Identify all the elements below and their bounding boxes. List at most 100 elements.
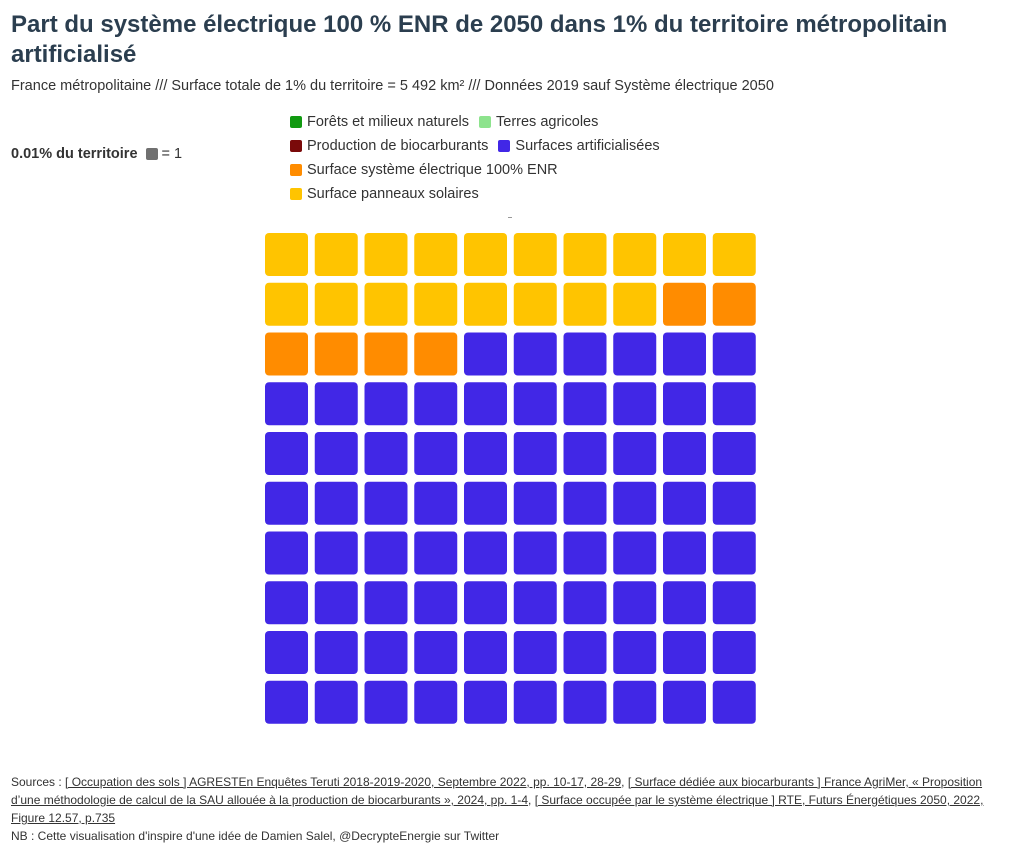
- waffle-cell[interactable]: Surfaces artificialisées: [663, 481, 706, 525]
- waffle-cell[interactable]: Surfaces artificialisées: [613, 382, 657, 426]
- waffle-cell[interactable]: Surfaces artificialisées: [265, 382, 308, 426]
- waffle-cell[interactable]: Surfaces artificialisées: [663, 581, 706, 625]
- waffle-cell[interactable]: Surface panneaux solaires: [265, 282, 308, 326]
- waffle-cell[interactable]: Surfaces artificialisées: [613, 680, 657, 724]
- waffle-cell[interactable]: Surfaces artificialisées: [464, 680, 507, 724]
- waffle-cell[interactable]: Surfaces artificialisées: [563, 680, 607, 724]
- waffle-cell[interactable]: Surfaces artificialisées: [712, 581, 756, 625]
- waffle-cell[interactable]: Surfaces artificialisées: [613, 581, 657, 625]
- waffle-cell[interactable]: Surfaces artificialisées: [563, 531, 607, 575]
- waffle-cell[interactable]: Surfaces artificialisées: [712, 531, 756, 575]
- waffle-cell[interactable]: Surfaces artificialisées: [314, 531, 358, 575]
- waffle-cell[interactable]: Surfaces artificialisées: [414, 531, 458, 575]
- waffle-cell[interactable]: Surfaces artificialisées: [414, 481, 458, 525]
- waffle-cell[interactable]: Surface système électrique 100% ENR: [414, 332, 458, 376]
- waffle-cell[interactable]: Surfaces artificialisées: [712, 631, 756, 674]
- legend-item-biocarburants[interactable]: Production de biocarburants: [290, 135, 488, 157]
- waffle-cell[interactable]: Surface système électrique 100% ENR: [314, 332, 358, 376]
- waffle-cell[interactable]: Surface panneaux solaires: [364, 282, 408, 326]
- legend-item-forets[interactable]: Forêts et milieux naturels: [290, 111, 469, 133]
- waffle-cell[interactable]: Surfaces artificialisées: [663, 680, 706, 724]
- waffle-cell[interactable]: Surfaces artificialisées: [563, 382, 607, 426]
- waffle-cell[interactable]: Surfaces artificialisées: [712, 382, 756, 426]
- waffle-cell[interactable]: Surfaces artificialisées: [513, 332, 557, 376]
- waffle-cell[interactable]: Surfaces artificialisées: [663, 631, 706, 674]
- waffle-cell[interactable]: Surfaces artificialisées: [513, 581, 557, 625]
- waffle-cell[interactable]: Surfaces artificialisées: [712, 332, 756, 376]
- waffle-cell[interactable]: Surfaces artificialisées: [364, 382, 408, 426]
- waffle-cell[interactable]: Surfaces artificialisées: [712, 680, 756, 724]
- waffle-cell[interactable]: Surfaces artificialisées: [464, 531, 507, 575]
- waffle-cell[interactable]: Surfaces artificialisées: [364, 581, 408, 625]
- waffle-cell[interactable]: Surfaces artificialisées: [464, 481, 507, 525]
- waffle-cell[interactable]: Surfaces artificialisées: [265, 432, 308, 475]
- waffle-cell[interactable]: Surface panneaux solaires: [563, 233, 607, 276]
- waffle-cell[interactable]: Surfaces artificialisées: [364, 631, 408, 674]
- waffle-cell[interactable]: Surfaces artificialisées: [613, 481, 657, 525]
- waffle-cell[interactable]: Surface système électrique 100% ENR: [663, 282, 706, 326]
- waffle-cell[interactable]: Surfaces artificialisées: [613, 332, 657, 376]
- waffle-cell[interactable]: Surfaces artificialisées: [265, 631, 308, 674]
- waffle-cell[interactable]: Surfaces artificialisées: [364, 531, 408, 575]
- waffle-cell[interactable]: Surface panneaux solaires: [414, 282, 458, 326]
- waffle-cell[interactable]: Surfaces artificialisées: [464, 581, 507, 625]
- waffle-cell[interactable]: Surfaces artificialisées: [663, 382, 706, 426]
- source-link-occupation-sols[interactable]: [ Occupation des sols ] AGRESTEn Enquête…: [65, 775, 622, 789]
- waffle-cell[interactable]: Surfaces artificialisées: [563, 631, 607, 674]
- waffle-cell[interactable]: Surface panneaux solaires: [464, 282, 507, 326]
- waffle-cell[interactable]: Surface panneaux solaires: [563, 282, 607, 326]
- waffle-cell[interactable]: Surfaces artificialisées: [712, 481, 756, 525]
- waffle-cell[interactable]: Surface panneaux solaires: [513, 282, 557, 326]
- waffle-cell[interactable]: Surfaces artificialisées: [414, 680, 458, 724]
- waffle-cell[interactable]: Surfaces artificialisées: [464, 332, 507, 376]
- waffle-cell[interactable]: Surfaces artificialisées: [513, 432, 557, 475]
- waffle-cell[interactable]: Surfaces artificialisées: [314, 432, 358, 475]
- waffle-cell[interactable]: Surfaces artificialisées: [414, 631, 458, 674]
- waffle-cell[interactable]: Surfaces artificialisées: [364, 481, 408, 525]
- waffle-cell[interactable]: Surfaces artificialisées: [513, 531, 557, 575]
- legend-item-systeme-electrique[interactable]: Surface système électrique 100% ENR: [290, 159, 558, 181]
- waffle-cell[interactable]: Surfaces artificialisées: [513, 680, 557, 724]
- waffle-cell[interactable]: Surfaces artificialisées: [613, 432, 657, 475]
- waffle-cell[interactable]: Surface panneaux solaires: [364, 233, 408, 276]
- waffle-cell[interactable]: Surfaces artificialisées: [314, 581, 358, 625]
- legend-item-surfaces-artificialisees[interactable]: Surfaces artificialisées: [498, 135, 660, 157]
- legend-item-panneaux-solaires[interactable]: Surface panneaux solaires: [290, 183, 479, 205]
- source-link-systeme-electrique[interactable]: [ Surface occupée par le système électri…: [11, 793, 984, 825]
- waffle-cell[interactable]: Surfaces artificialisées: [414, 432, 458, 475]
- waffle-cell[interactable]: Surfaces artificialisées: [364, 432, 408, 475]
- waffle-cell[interactable]: Surfaces artificialisées: [464, 631, 507, 674]
- waffle-cell[interactable]: Surface système électrique 100% ENR: [364, 332, 408, 376]
- waffle-cell[interactable]: Surface panneaux solaires: [414, 233, 458, 276]
- waffle-cell[interactable]: Surfaces artificialisées: [464, 432, 507, 475]
- waffle-cell[interactable]: Surfaces artificialisées: [563, 581, 607, 625]
- waffle-cell[interactable]: Surfaces artificialisées: [663, 531, 706, 575]
- waffle-cell[interactable]: Surfaces artificialisées: [314, 481, 358, 525]
- waffle-cell[interactable]: Surfaces artificialisées: [314, 680, 358, 724]
- waffle-cell[interactable]: Surfaces artificialisées: [364, 680, 408, 724]
- waffle-cell[interactable]: Surface panneaux solaires: [513, 233, 557, 276]
- waffle-cell[interactable]: Surfaces artificialisées: [314, 382, 358, 426]
- waffle-cell[interactable]: Surface panneaux solaires: [265, 233, 308, 276]
- waffle-cell[interactable]: Surfaces artificialisées: [265, 481, 308, 525]
- waffle-cell[interactable]: Surfaces artificialisées: [663, 432, 706, 475]
- waffle-cell[interactable]: Surfaces artificialisées: [265, 531, 308, 575]
- waffle-cell[interactable]: Surface panneaux solaires: [613, 233, 657, 276]
- waffle-cell[interactable]: Surfaces artificialisées: [513, 631, 557, 674]
- waffle-cell[interactable]: Surfaces artificialisées: [563, 332, 607, 376]
- waffle-cell[interactable]: Surfaces artificialisées: [414, 581, 458, 625]
- waffle-cell[interactable]: Surfaces artificialisées: [563, 481, 607, 525]
- waffle-cell[interactable]: Surface panneaux solaires: [613, 282, 657, 326]
- waffle-cell[interactable]: Surface panneaux solaires: [314, 282, 358, 326]
- source-link-biocarburants[interactable]: [ Surface dédiée aux biocarburants ] Fra…: [11, 775, 983, 807]
- waffle-cell[interactable]: Surfaces artificialisées: [613, 631, 657, 674]
- waffle-cell[interactable]: Surfaces artificialisées: [265, 680, 308, 724]
- waffle-cell[interactable]: Surfaces artificialisées: [414, 382, 458, 426]
- waffle-cell[interactable]: Surfaces artificialisées: [513, 481, 557, 525]
- waffle-cell[interactable]: Surface panneaux solaires: [314, 233, 358, 276]
- waffle-cell[interactable]: Surfaces artificialisées: [464, 382, 507, 426]
- waffle-cell[interactable]: Surface système électrique 100% ENR: [265, 332, 308, 376]
- waffle-cell[interactable]: Surface système électrique 100% ENR: [712, 282, 756, 326]
- waffle-cell[interactable]: Surfaces artificialisées: [563, 432, 607, 475]
- waffle-cell[interactable]: Surface panneaux solaires: [663, 233, 706, 276]
